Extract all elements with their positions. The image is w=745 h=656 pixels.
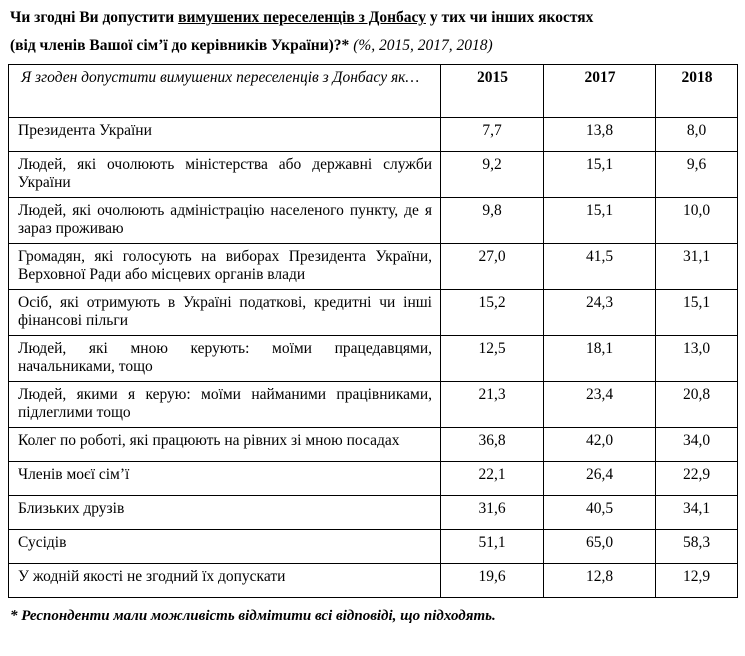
row-label-cell: Президента України	[8, 117, 441, 152]
value-2015-cell: 15,2	[440, 289, 544, 336]
value-2017-cell: 24,3	[543, 289, 656, 336]
value-2017-cell: 65,0	[543, 529, 656, 564]
value-2018-cell: 9,6	[655, 151, 738, 198]
table-row: Близьких друзів 31,6 40,5 34,1	[8, 495, 738, 530]
table-row: Людей, які очолюють адміністрацію населе…	[8, 197, 738, 244]
value-2015-cell: 51,1	[440, 529, 544, 564]
value-2018-cell: 20,8	[655, 381, 738, 428]
header-year-2017: 2017	[543, 64, 656, 118]
value-2017-cell: 15,1	[543, 151, 656, 198]
value-2018-cell: 58,3	[655, 529, 738, 564]
row-label-cell: Колег по роботі, які працюють на рівних …	[8, 427, 441, 462]
row-label-cell: Сусідів	[8, 529, 441, 564]
title-years-note: (%, 2015, 2017, 2018)	[349, 37, 493, 54]
title-text-post: у тих чи інших якостях	[425, 9, 594, 26]
table-row: Членів моєї сім’ї 22,1 26,4 22,9	[8, 461, 738, 496]
table-row: У жодній якості не згодний їх допускати …	[8, 563, 738, 598]
value-2017-cell: 41,5	[543, 243, 656, 290]
row-label-cell: Людей, якими я керую: моїми найманими пр…	[8, 381, 441, 428]
value-2015-cell: 12,5	[440, 335, 544, 382]
value-2017-cell: 40,5	[543, 495, 656, 530]
value-2015-cell: 36,8	[440, 427, 544, 462]
value-2017-cell: 26,4	[543, 461, 656, 496]
value-2015-cell: 19,6	[440, 563, 544, 598]
title-text-parenthetical: (від членів Вашої сім’ї до керівників Ук…	[10, 37, 350, 54]
value-2017-cell: 23,4	[543, 381, 656, 428]
table-row: Людей, які мною керують: моїми працедавц…	[8, 335, 738, 382]
row-label-cell: Близьких друзів	[8, 495, 441, 530]
header-year-2018: 2018	[655, 64, 738, 118]
row-label-cell: Людей, які очолюють міністерства або дер…	[8, 151, 441, 198]
value-2017-cell: 42,0	[543, 427, 656, 462]
value-2015-cell: 31,6	[440, 495, 544, 530]
value-2017-cell: 15,1	[543, 197, 656, 244]
value-2015-cell: 22,1	[440, 461, 544, 496]
table-row: Людей, якими я керую: моїми найманими пр…	[8, 381, 738, 428]
value-2018-cell: 12,9	[655, 563, 738, 598]
row-label-cell: Членів моєї сім’ї	[8, 461, 441, 496]
row-label-cell: Осіб, які отримують в Україні податкові,…	[8, 289, 441, 336]
value-2018-cell: 13,0	[655, 335, 738, 382]
value-2018-cell: 15,1	[655, 289, 738, 336]
table-row: Осіб, які отримують в Україні податкові,…	[8, 289, 738, 336]
value-2017-cell: 13,8	[543, 117, 656, 152]
row-label-cell: У жодній якості не згодний їх допускати	[8, 563, 441, 598]
row-label-cell: Людей, які очолюють адміністрацію населе…	[8, 197, 441, 244]
value-2015-cell: 7,7	[440, 117, 544, 152]
table-row: Людей, які очолюють міністерства або дер…	[8, 151, 738, 198]
value-2015-cell: 9,2	[440, 151, 544, 198]
value-2018-cell: 22,9	[655, 461, 738, 496]
header-question-cell: Я згоден допустити вимушених переселенці…	[8, 64, 441, 118]
header-year-2015: 2015	[440, 64, 544, 118]
document-page: Чи згодні Ви допустити вимушених пересел…	[8, 8, 738, 624]
table-row: Громадян, які голосують на виборах Прези…	[8, 243, 738, 290]
title-text-pre: Чи згодні Ви допустити	[10, 9, 179, 26]
survey-question-title-line1: Чи згодні Ви допустити вимушених пересел…	[10, 8, 737, 28]
value-2018-cell: 34,0	[655, 427, 738, 462]
value-2017-cell: 18,1	[543, 335, 656, 382]
table-row: Колег по роботі, які працюють на рівних …	[8, 427, 738, 462]
table-header-row: Я згоден допустити вимушених переселенці…	[8, 64, 738, 118]
table-row: Президента України 7,7 13,8 8,0	[8, 117, 738, 152]
table-row: Сусідів 51,1 65,0 58,3	[8, 529, 738, 564]
value-2018-cell: 8,0	[655, 117, 738, 152]
value-2015-cell: 27,0	[440, 243, 544, 290]
value-2015-cell: 21,3	[440, 381, 544, 428]
row-label-cell: Громадян, які голосують на виборах Прези…	[8, 243, 441, 290]
value-2018-cell: 31,1	[655, 243, 738, 290]
title-text-underlined: вимушених переселенців з Донбасу	[178, 9, 426, 26]
value-2018-cell: 10,0	[655, 197, 738, 244]
value-2017-cell: 12,8	[543, 563, 656, 598]
survey-results-table: Я згоден допустити вимушених переселенці…	[8, 64, 738, 598]
value-2015-cell: 9,8	[440, 197, 544, 244]
value-2018-cell: 34,1	[655, 495, 738, 530]
row-label-cell: Людей, які мною керують: моїми працедавц…	[8, 335, 441, 382]
survey-question-title-line2: (від членів Вашої сім’ї до керівників Ук…	[10, 36, 737, 56]
footnote: * Респонденти мали можливість відмітити …	[10, 608, 496, 624]
